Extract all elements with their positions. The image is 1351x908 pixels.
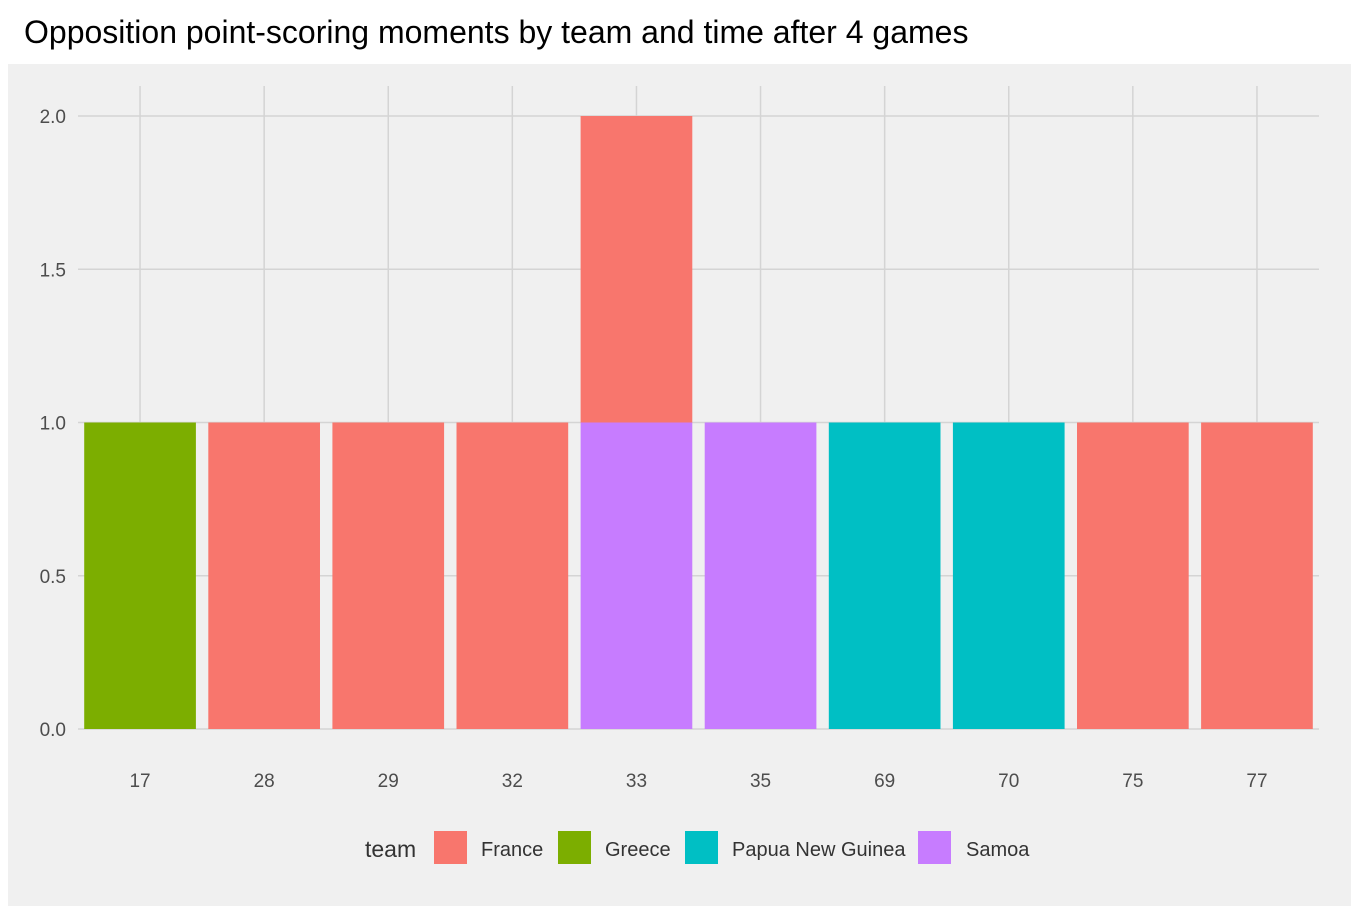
x-axis: 17 28 29 32 33 35 69 70 75 77 [129, 771, 1267, 792]
bar-france-29 [332, 422, 445, 729]
bar-papua-new-guinea-70 [952, 422, 1065, 729]
legend-title: team [365, 836, 416, 862]
bar-greece-17 [84, 422, 196, 729]
y-tick-label: 1.0 [40, 414, 66, 435]
y-tick-label: 0.5 [40, 567, 66, 588]
x-tick-label: 29 [378, 771, 399, 792]
x-tick-label: 70 [998, 771, 1019, 792]
legend-label: France [481, 839, 543, 861]
bar-france-28 [208, 422, 320, 729]
legend-label: Samoa [966, 839, 1030, 861]
x-tick-label: 35 [750, 771, 771, 792]
legend-swatch-samoa [918, 831, 951, 864]
chart-title: Opposition point-scoring moments by team… [24, 14, 969, 50]
x-tick-label: 28 [254, 771, 275, 792]
legend-label: Papua New Guinea [732, 839, 906, 861]
bars [84, 116, 1313, 729]
bar-france-32 [456, 422, 569, 729]
x-tick-label: 17 [129, 771, 150, 792]
legend-swatch-papua-new-guinea [685, 831, 718, 864]
legend: team France Greece Papua New Guinea Samoa [365, 831, 1030, 864]
x-tick-label: 75 [1122, 771, 1143, 792]
y-tick-label: 0.0 [40, 720, 66, 741]
legend-swatch-greece [558, 831, 591, 864]
bar-france-75 [1077, 422, 1189, 729]
y-tick-label: 1.5 [40, 260, 66, 281]
bar-france-33 [580, 116, 693, 423]
x-tick-label: 77 [1246, 771, 1267, 792]
y-axis: 0.0 0.5 1.0 1.5 2.0 [40, 107, 66, 741]
bar-samoa-33 [580, 422, 693, 729]
legend-swatch-france [434, 831, 467, 864]
bar-samoa-35 [704, 422, 817, 729]
legend-label: Greece [605, 839, 671, 861]
y-tick-label: 2.0 [40, 107, 66, 128]
x-tick-label: 33 [626, 771, 647, 792]
bar-france-77 [1201, 422, 1313, 729]
x-tick-label: 32 [502, 771, 523, 792]
x-tick-label: 69 [874, 771, 895, 792]
bar-papua-new-guinea-69 [828, 422, 941, 729]
